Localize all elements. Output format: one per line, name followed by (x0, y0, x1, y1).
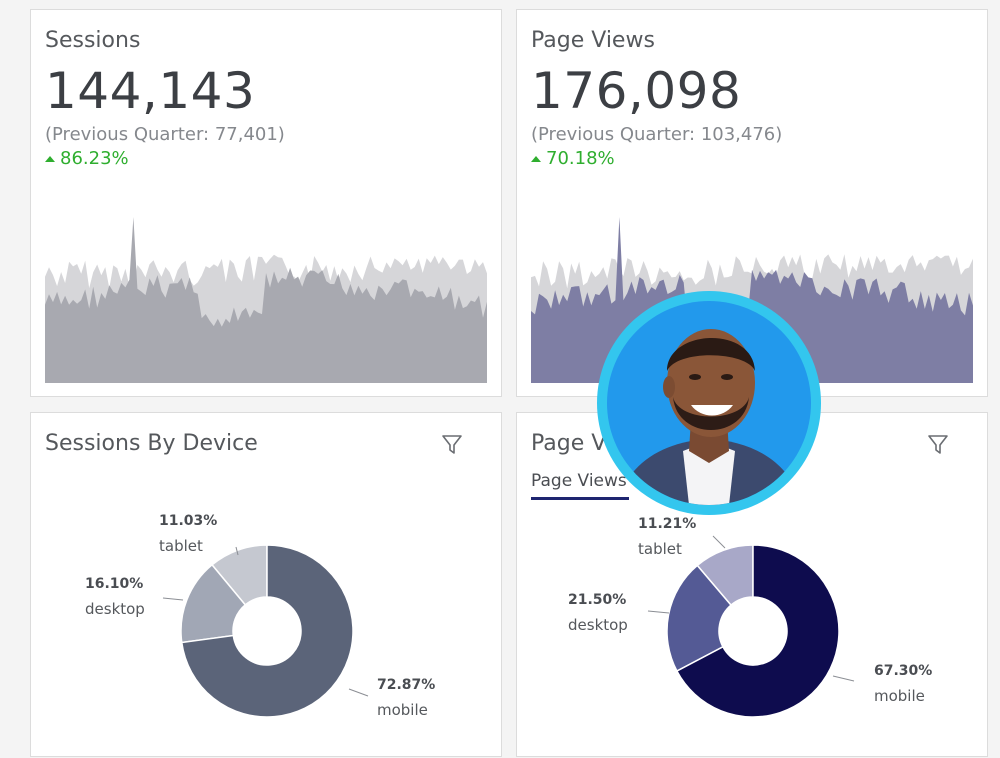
sessions-change: 86.23% (45, 148, 129, 169)
page-views-by-device-title: Page V (531, 431, 607, 456)
sessions-desktop-pct: 16.10% (85, 576, 144, 592)
page-views-tablet-pct: 11.21% (638, 516, 697, 532)
donut-slice-desktop[interactable] (666, 564, 733, 673)
sessions-mobile-pct: 72.87% (377, 677, 436, 693)
sessions-change-value: 86.23% (60, 148, 129, 169)
leader-line-desktop (647, 610, 670, 614)
sessions-value: 144,143 (45, 62, 256, 120)
donut-slice-mobile[interactable] (675, 544, 840, 718)
sessions-desktop-label: 16.10% desktop (85, 572, 145, 622)
sessions-device-donut[interactable] (31, 413, 503, 758)
sessions-tablet-pct: 11.03% (159, 513, 218, 529)
sessions-tablet-label: 11.03% tablet (159, 509, 217, 559)
filter-icon[interactable] (441, 433, 463, 457)
sessions-mobile-name: mobile (377, 701, 428, 719)
page-views-mobile-pct: 67.30% (874, 663, 933, 679)
page-views-value: 176,098 (531, 62, 742, 120)
sessions-sparkline[interactable] (45, 195, 487, 383)
arrow-up-icon (531, 155, 541, 162)
leader-line-mobile (832, 675, 855, 682)
sessions-mobile-label: 72.87% mobile (377, 673, 435, 723)
leader-line-tablet (712, 535, 726, 549)
avatar (597, 291, 821, 515)
page-views-mobile-name: mobile (874, 687, 925, 705)
page-views-change-value: 70.18% (546, 148, 615, 169)
page-views-previous: (Previous Quarter: 103,476) (531, 124, 783, 145)
tab-page-views[interactable]: Page Views (531, 471, 629, 500)
arrow-up-icon (45, 155, 55, 162)
sessions-desktop-name: desktop (85, 600, 145, 618)
leader-line-tablet (235, 546, 239, 556)
filter-icon[interactable] (927, 433, 949, 457)
sessions-card: Sessions 144,143 (Previous Quarter: 77,4… (30, 9, 502, 397)
person-photo-icon (617, 329, 801, 505)
current-period-area (45, 217, 487, 383)
page-views-tablet-name: tablet (638, 540, 682, 558)
sessions-by-device-card: Sessions By Device 11.03% tablet 16.10% … (30, 412, 502, 757)
page-views-desktop-pct: 21.50% (568, 592, 627, 608)
donut-slice-desktop[interactable] (180, 563, 247, 644)
page-views-tablet-label: 11.21% tablet (638, 512, 696, 562)
donut-slice-mobile[interactable] (180, 544, 354, 718)
leader-line-desktop (162, 597, 184, 601)
sessions-tablet-name: tablet (159, 537, 203, 555)
page-views-desktop-label: 21.50% desktop (568, 588, 628, 638)
avatar-photo (607, 301, 811, 505)
page-views-desktop-name: desktop (568, 616, 628, 634)
sessions-title: Sessions (45, 28, 141, 53)
page-views-mobile-label: 67.30% mobile (874, 659, 932, 709)
page-views-title: Page Views (531, 28, 655, 53)
page-views-device-donut[interactable] (517, 413, 989, 758)
sessions-by-device-title: Sessions By Device (45, 431, 258, 456)
page-views-change: 70.18% (531, 148, 615, 169)
leader-line-mobile (348, 688, 369, 697)
sessions-previous: (Previous Quarter: 77,401) (45, 124, 285, 145)
